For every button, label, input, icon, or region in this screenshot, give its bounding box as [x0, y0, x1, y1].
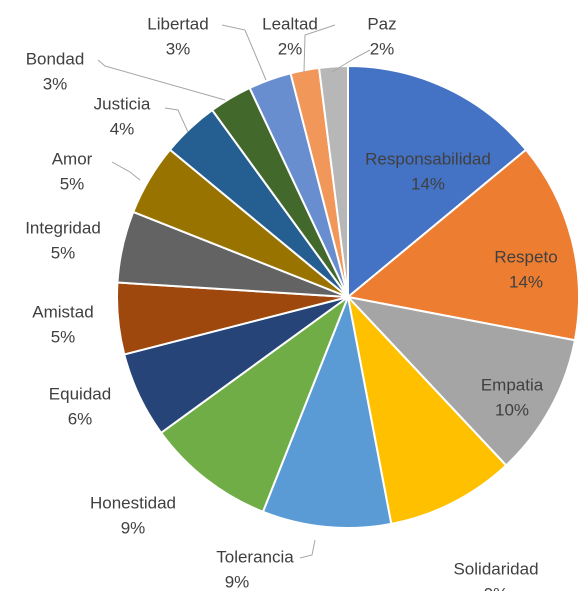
pie-slice	[159, 294, 351, 514]
slice-label: Integridad	[25, 218, 101, 237]
slice-label: Libertad	[147, 14, 208, 33]
slice-value-label: 5%	[51, 243, 76, 262]
slice-label: Equidad	[49, 384, 111, 403]
slice-value-label: 5%	[60, 174, 85, 193]
slice-value-label: 9%	[484, 584, 509, 591]
slice-value-label: 3%	[43, 74, 68, 93]
slice-label: Respeto	[494, 247, 557, 266]
slice-label: Responsabilidad	[365, 149, 491, 168]
slice-value-label: 14%	[411, 174, 445, 193]
slice-value-label: 9%	[225, 572, 250, 591]
slice-label: Solidaridad	[453, 559, 538, 578]
slice-label: Lealtad	[262, 14, 318, 33]
slice-label: Honestidad	[90, 493, 176, 512]
pie-slice	[317, 64, 349, 298]
pie-slice	[347, 64, 528, 300]
slice-value-label: 10%	[495, 400, 529, 419]
slice-value-label: 5%	[51, 327, 76, 346]
slice-value-label: 14%	[509, 272, 543, 291]
slice-label: Paz	[367, 14, 396, 33]
pie-slice	[345, 295, 577, 467]
slice-value-label: 2%	[278, 39, 303, 58]
leader-line	[303, 24, 336, 73]
leader-line	[97, 59, 226, 101]
leader-line	[299, 539, 316, 559]
slice-label: Amistad	[32, 302, 93, 321]
slice-label: Empatia	[481, 375, 544, 394]
slice-label: Amor	[52, 149, 93, 168]
slice-label: Justicia	[94, 94, 151, 113]
leader-line	[111, 161, 141, 181]
leader-line	[221, 24, 267, 81]
slice-value-label: 9%	[121, 518, 146, 537]
slice-value-label: 4%	[110, 119, 135, 138]
leader-line	[164, 107, 189, 133]
pie-slice	[346, 293, 508, 526]
slice-label: Bondad	[26, 49, 85, 68]
slice-value-label: 3%	[166, 39, 191, 58]
slice-value-label: 6%	[68, 409, 93, 428]
leader-line	[331, 49, 371, 73]
slice-label: Tolerancia	[216, 547, 294, 566]
slice-value-label: 2%	[370, 39, 395, 58]
pie-slice	[261, 293, 393, 529]
